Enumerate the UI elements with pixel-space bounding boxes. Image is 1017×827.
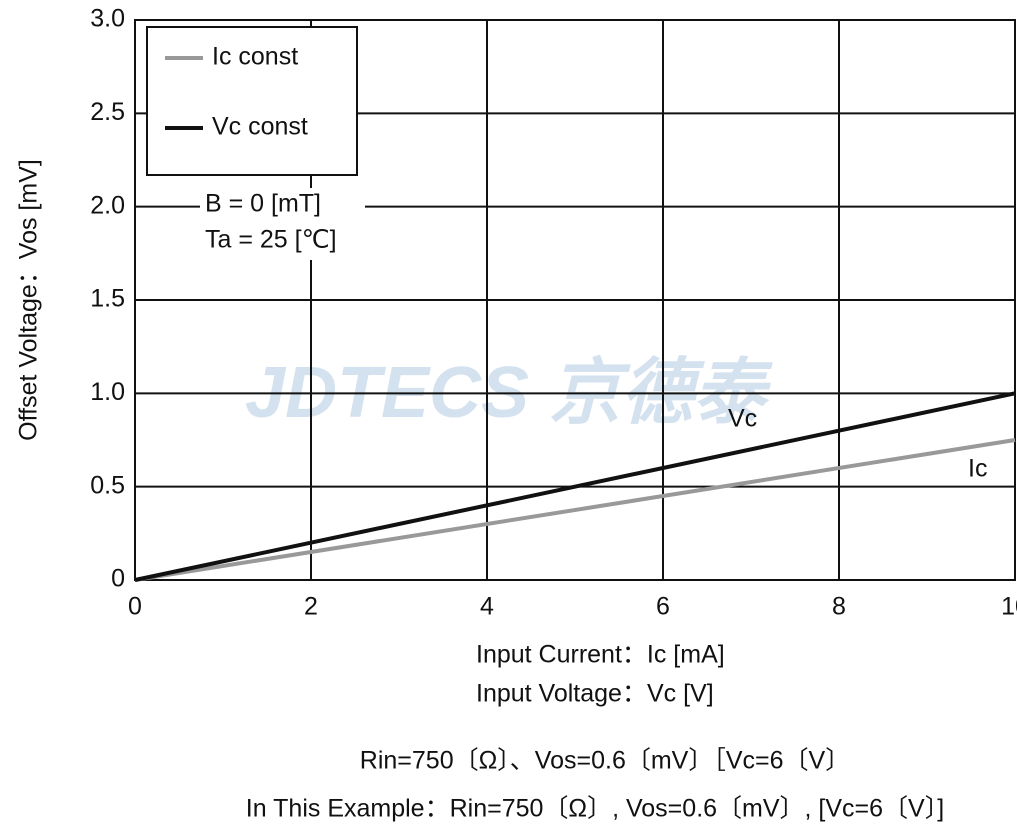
line <box>134 438 1016 582</box>
note: Rin=750〔Ω〕、Vos=0.6〔mV〕［Vc=6〔V〕 <box>360 747 850 775</box>
x-tick-label: 4 <box>480 593 494 621</box>
y-tick-label: 0.5 <box>90 471 125 499</box>
y-axis-label: Offset Voltage：Vos [mV] <box>15 159 43 441</box>
plot-border <box>134 19 1016 581</box>
note: In This Example：Rin=750〔Ω〕, Vos=0.6〔mV〕,… <box>246 795 944 823</box>
x-tick-label: 10 <box>1001 593 1017 621</box>
y-tick-label: 1.0 <box>90 378 125 406</box>
x-axis-label-2: Input Voltage：Vc [V] <box>476 680 714 708</box>
x-axis-label: Input Current：Ic [mA] <box>476 641 725 669</box>
legend-label: Vc const <box>212 113 308 141</box>
legend-box <box>146 26 358 176</box>
x-tick-label: 8 <box>832 593 846 621</box>
x-tick-label: 0 <box>128 593 142 621</box>
x-tick-label: 2 <box>304 593 318 621</box>
y-tick-label: 1.5 <box>90 285 125 313</box>
annotation-bg <box>200 188 365 260</box>
x-tick-label: 6 <box>656 593 670 621</box>
y-tick-label: 0 <box>111 565 125 593</box>
line <box>134 391 1016 582</box>
annotation: B = 0 [mT] <box>205 190 321 218</box>
y-tick-label: 2.0 <box>90 191 125 219</box>
annotation: Ta = 25 [℃] <box>205 226 337 254</box>
annotation: Vc <box>728 405 757 433</box>
y-tick-label: 3.0 <box>90 5 125 33</box>
legend-label: Ic const <box>212 43 298 71</box>
y-tick-label: 2.5 <box>90 98 125 126</box>
annotation: Ic <box>968 455 987 483</box>
